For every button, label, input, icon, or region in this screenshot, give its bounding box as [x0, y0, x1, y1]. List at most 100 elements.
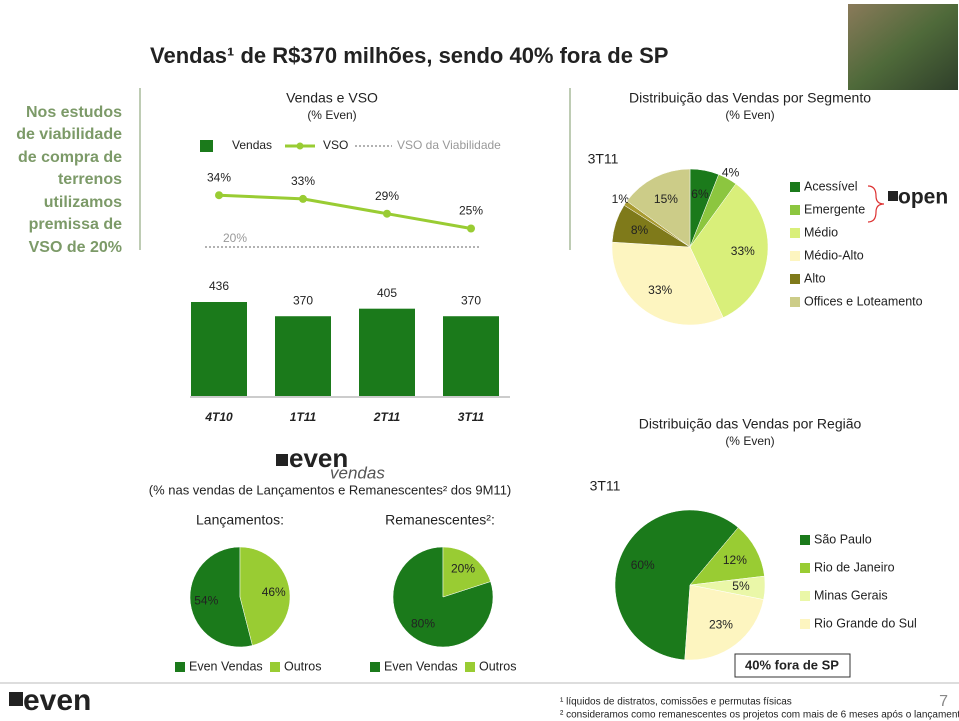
point-label: 29% — [375, 189, 399, 203]
legend-swatch — [790, 182, 800, 192]
photo — [848, 4, 958, 90]
bar-label: 370 — [461, 293, 481, 307]
logo-mark — [276, 454, 288, 466]
legend-swatch — [270, 662, 280, 672]
open-logo-mark — [888, 191, 898, 201]
bar-label: 436 — [209, 279, 229, 293]
pie-slice — [611, 241, 724, 326]
slice-label: 1% — [612, 192, 630, 206]
legend-label: VSO — [323, 138, 348, 152]
legend-swatch — [790, 251, 800, 261]
legend-swatch — [800, 563, 810, 573]
slice-label: 54% — [194, 593, 218, 607]
chart-title: Distribuição das Vendas por Segmento — [629, 90, 871, 106]
legend-label: Outros — [284, 659, 322, 673]
legend-swatch — [800, 591, 810, 601]
chart-subtitle: (% Even) — [725, 434, 774, 448]
legend-swatch — [790, 228, 800, 238]
page-number: 7 — [939, 693, 948, 710]
legend-label: Rio de Janeiro — [814, 560, 895, 574]
legend-label: Even Vendas — [384, 659, 458, 673]
x-tick-label: 2T11 — [373, 410, 401, 424]
pie-slice — [239, 546, 291, 646]
chart-title: Distribuição das Vendas por Região — [639, 416, 862, 432]
pie-slice — [442, 546, 491, 598]
legend-swatch — [370, 662, 380, 672]
slice-label: 23% — [709, 618, 733, 632]
legend-label: Alto — [804, 271, 826, 285]
slice-label: 12% — [723, 553, 747, 567]
sidebar-line: VSO de 20% — [29, 239, 122, 256]
footer-logo-mark — [9, 692, 23, 706]
bar-label: 370 — [293, 293, 313, 307]
bar — [443, 316, 499, 396]
point-label: 33% — [291, 174, 315, 188]
pie-slice — [614, 509, 739, 661]
pie-slice — [689, 183, 769, 318]
bar — [275, 316, 331, 396]
slide-title: Vendas¹ de R$370 milhões, sendo 40% fora… — [150, 43, 668, 68]
slice-label: 33% — [648, 283, 672, 297]
legend-swatch — [465, 662, 475, 672]
legend-swatch — [175, 662, 185, 672]
footer-logo: even — [23, 684, 91, 717]
slice-label: 6% — [691, 187, 709, 201]
legend-label: Vendas — [232, 138, 272, 152]
legend-label: Offices e Loteamento — [804, 294, 923, 308]
legend-swatch — [800, 535, 810, 545]
bar — [359, 308, 415, 396]
x-tick-label: 4T10 — [204, 410, 233, 424]
legend-label: VSO da Viabilidade — [397, 138, 501, 152]
legend-swatch — [790, 274, 800, 284]
period-label: 3T11 — [588, 151, 619, 167]
sidebar-line: utilizamos — [44, 194, 122, 211]
legend-swatch — [790, 297, 800, 307]
legend-label: São Paulo — [814, 532, 872, 546]
footnote: ¹ líquidos de distratos, comissões e per… — [560, 697, 792, 708]
sidebar-line: de viabilidade — [16, 126, 122, 143]
legend-swatch — [800, 619, 810, 629]
sidebar-line: premissa de — [29, 216, 122, 233]
legend-label: Médio — [804, 225, 838, 239]
slice-label: 20% — [451, 562, 475, 576]
sidebar-line: Nos estudos — [26, 104, 122, 121]
even-logo: even — [289, 443, 348, 473]
point — [383, 209, 391, 218]
point-label: 34% — [207, 170, 231, 184]
legend-label: Acessível — [804, 179, 858, 193]
mix-note: (% nas vendas de Lançamentos e Remanesce… — [149, 482, 512, 497]
slice-label: 80% — [411, 617, 435, 631]
legend-swatch — [200, 140, 213, 152]
reference-label: 20% — [223, 231, 247, 245]
open-logo: open — [898, 186, 948, 209]
chart-subtitle: (% Even) — [307, 108, 356, 122]
pie-slice — [189, 546, 253, 648]
legend-swatch — [790, 205, 800, 215]
summary-box — [734, 653, 851, 678]
period-label: 3T11 — [590, 478, 621, 494]
pie-slice — [626, 168, 691, 248]
bar-label: 405 — [377, 286, 397, 300]
chart-title: Lançamentos: — [196, 512, 284, 528]
sidebar: Nos estudos de viabilidade de compra de … — [16, 104, 122, 256]
sidebar-line: de compra de — [18, 149, 122, 166]
footnote: ² consideramos como remanescentes os pro… — [560, 710, 959, 721]
legend-label: Outros — [479, 659, 517, 673]
chart-title: Remanescentes²: — [385, 512, 495, 528]
legend-label: Emergente — [804, 202, 865, 216]
legend-label: Rio Grande do Sul — [814, 616, 917, 630]
point — [299, 194, 307, 203]
slice-label: 46% — [262, 585, 286, 599]
slice-label: 4% — [722, 165, 740, 179]
slice-label: 33% — [731, 244, 755, 258]
point — [467, 224, 475, 233]
chart-subtitle: (% Even) — [725, 108, 774, 122]
chart-title: Vendas e VSO — [286, 90, 378, 106]
pie-slice — [684, 584, 764, 661]
line — [218, 193, 472, 230]
point-label: 25% — [459, 204, 483, 218]
legend-marker — [296, 142, 304, 150]
x-tick-label: 3T11 — [458, 410, 485, 424]
slice-label: 8% — [631, 223, 649, 237]
